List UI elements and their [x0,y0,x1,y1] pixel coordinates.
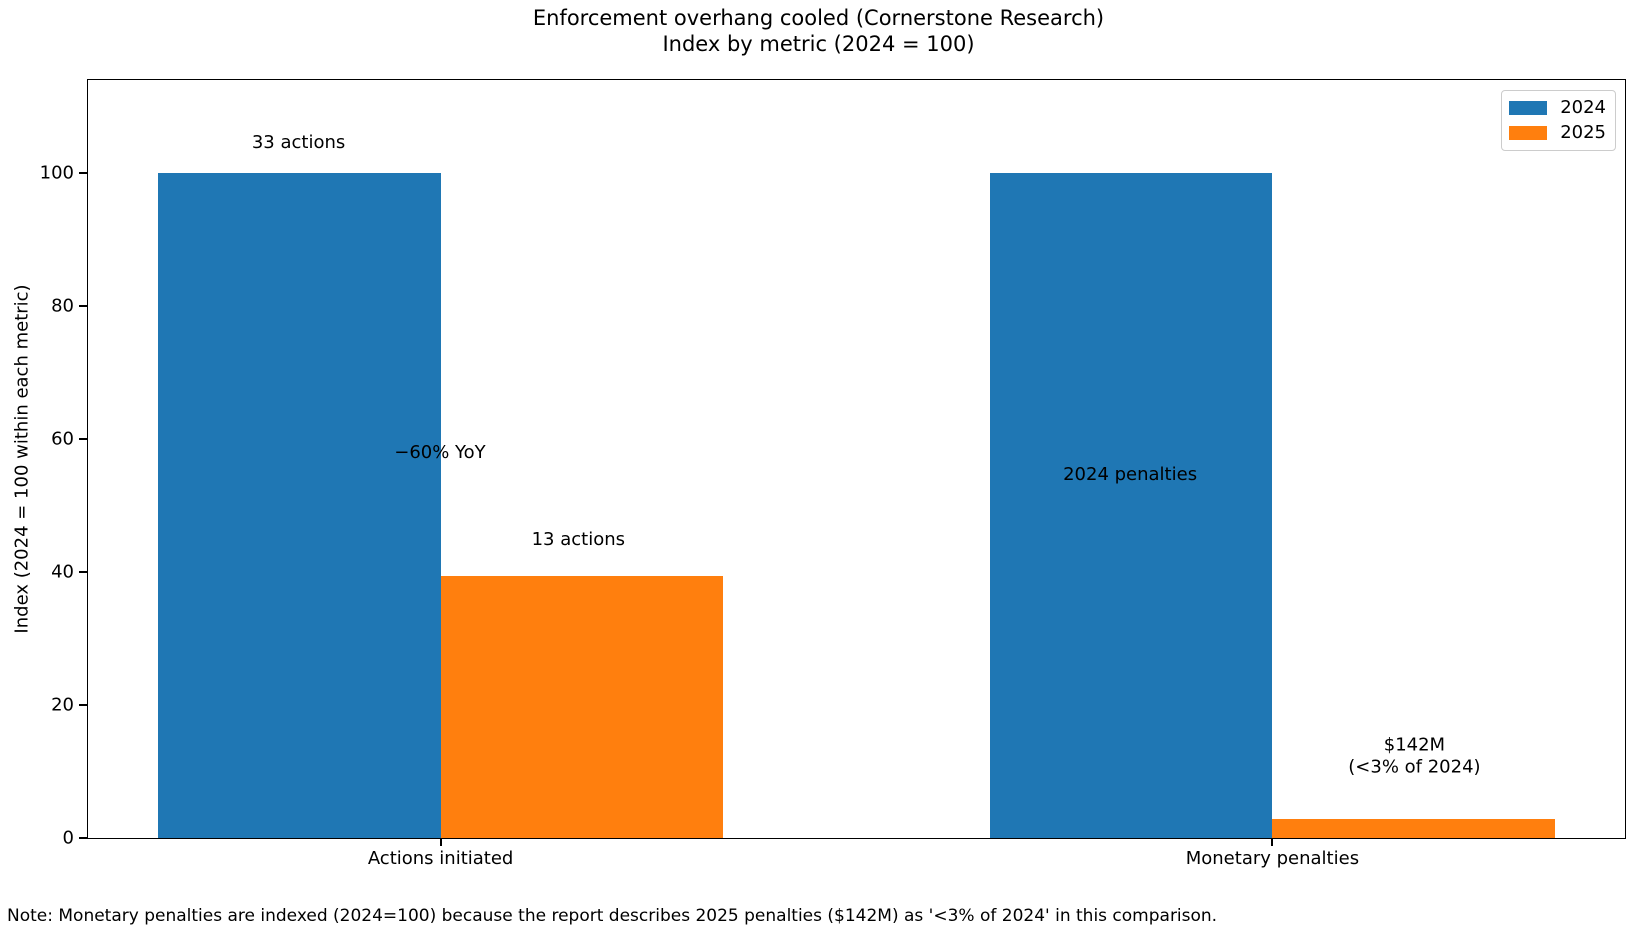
annotation-142m-3-of-2024: $142M (<3% of 2024) [1348,734,1481,778]
y-tick-label-0: 0 [62,827,74,849]
legend-entry-2025: 2025 [1509,124,1606,142]
bar-2025-actions-initiated [440,576,724,838]
annotation-13-actions: 13 actions [531,528,626,550]
y-tick-label-60: 60 [51,428,74,450]
footnote: Note: Monetary penalties are indexed (20… [7,906,1218,926]
y-tick-label-80: 80 [51,295,74,317]
legend-label-2025: 2025 [1560,122,1606,143]
x-tick-label-actions-initiated: Actions initiated [367,848,514,869]
bar-2025-monetary-penalties [1272,819,1556,838]
legend-label-2024: 2024 [1560,97,1606,118]
legend-entry-2024: 2024 [1509,99,1606,117]
y-tick-mark-40 [79,571,87,574]
y-tick-mark-100 [79,172,87,175]
annotation-2024-penalties: 2024 penalties [1063,463,1198,485]
bar-2024-actions-initiated [157,173,441,838]
y-tick-label-20: 20 [51,694,74,716]
y-tick-label-40: 40 [51,561,74,583]
y-tick-mark-80 [79,305,87,308]
y-tick-mark-60 [79,438,87,441]
annotation-60-yoy: −60% YoY [394,441,486,463]
chart-title: Enforcement overhang cooled (Cornerstone… [532,6,1105,30]
annotation-33-actions: 33 actions [251,131,346,153]
legend-swatch-2025 [1509,126,1548,140]
chart-title-block: Enforcement overhang cooled (Cornerstone… [0,5,1637,57]
y-tick-mark-20 [79,704,87,707]
bar-2024-monetary-penalties [989,173,1273,838]
legend: 2024 2025 [1501,90,1616,151]
chart-subtitle: Index by metric (2024 = 100) [662,32,975,56]
x-tick-mark-actions-initiated [439,838,442,846]
x-tick-mark-monetary-penalties [1271,838,1274,846]
x-tick-label-monetary-penalties: Monetary penalties [1185,848,1360,869]
y-tick-mark-0 [79,837,87,839]
plot-area: 2024 2025 0 20 40 60 80 100 Actions initiated Mo… [40,79,1626,869]
legend-swatch-2024 [1509,101,1548,115]
y-tick-label-100: 100 [39,162,74,184]
